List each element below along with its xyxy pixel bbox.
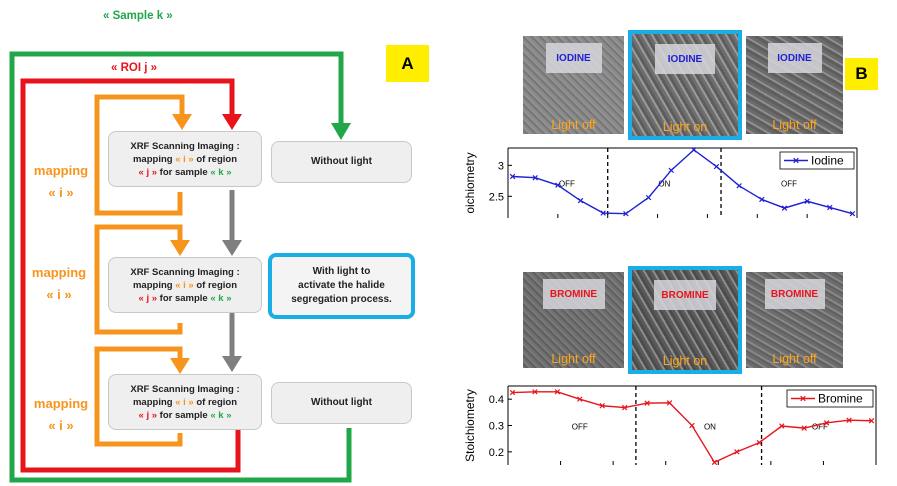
data-point — [801, 425, 807, 431]
data-point — [691, 147, 697, 153]
data-point — [623, 210, 629, 217]
iodine-image-on: IODINE Light on — [628, 30, 742, 140]
data-point — [555, 182, 561, 188]
workflow-arrows — [9, 51, 352, 483]
roi-loop-arrowhead — [222, 114, 242, 130]
data-point — [779, 423, 785, 429]
iodine-image-off-1: IODINE Light off — [523, 36, 624, 134]
data-point — [509, 173, 516, 180]
sample-loop-arrowhead — [331, 123, 351, 140]
y-tick-label: 0.4 — [489, 394, 504, 406]
mapping-loop-1-line — [94, 94, 185, 216]
roi-loop-label: « ROI j » — [111, 62, 158, 74]
y-tick-label: 0.3 — [489, 421, 504, 433]
mapping-loop-3-line — [94, 346, 183, 447]
bromine-image-off-1: BROMINE Light off — [523, 272, 624, 368]
data-point — [621, 404, 628, 411]
region-label: OFF — [559, 180, 575, 189]
data-point — [668, 167, 674, 174]
condition-without-light-2: Without light — [271, 382, 412, 424]
y-tick-label: 3 — [498, 160, 504, 172]
y-axis-label: oichiometry — [463, 152, 477, 213]
light-state-label: Light on — [662, 354, 708, 368]
data-point — [711, 459, 718, 466]
data-point — [599, 403, 605, 409]
data-point — [849, 210, 856, 217]
element-tag: IODINE — [767, 43, 822, 73]
data-point — [736, 183, 742, 189]
data-point — [827, 204, 833, 211]
data-point — [804, 198, 810, 204]
panel-a-badge: A — [386, 45, 429, 82]
data-point — [756, 439, 763, 446]
data-point — [509, 389, 516, 396]
mapping-loop-2-arrowhead — [170, 240, 190, 256]
y-tick-label: 0.2 — [489, 447, 504, 459]
data-point — [666, 400, 673, 406]
legend-marker — [793, 157, 799, 164]
light-state-label: Light off — [772, 118, 817, 132]
mapping-loop-2-line — [94, 224, 183, 335]
xrf-imaging-box-1: XRF Scanning Imaging : mapping « i » of … — [108, 131, 262, 187]
legend-box — [786, 389, 874, 408]
series-line — [512, 148, 853, 215]
data-point — [577, 396, 583, 402]
data-point — [532, 389, 538, 395]
light-state-label: Light off — [551, 352, 596, 366]
condition-with-light: With light to activate the halide segreg… — [268, 253, 415, 319]
light-state-label: Light off — [772, 352, 817, 366]
mapping-label-2: mapping « i » — [31, 265, 87, 302]
flow-arrowhead-2 — [222, 356, 242, 372]
data-point — [689, 422, 695, 429]
data-point — [554, 389, 561, 395]
xrf-imaging-box-2: XRF Scanning Imaging : mapping « i » of … — [108, 257, 262, 313]
region-label: ON — [658, 180, 670, 189]
data-point — [759, 196, 765, 203]
mapping-loop-1-arrowhead — [172, 114, 192, 130]
element-tag: BROMINE — [764, 279, 825, 309]
roi-loop-line — [20, 78, 241, 473]
light-state-label: Light on — [662, 120, 708, 134]
data-point — [645, 194, 652, 201]
light-state-label: Light off — [551, 118, 596, 132]
iodine-stoichiometry-chart: 2.5 3 oichiometry OFF ON OFF Iodine — [463, 147, 858, 218]
panel-b-badge: B — [845, 58, 878, 90]
legend-box — [779, 151, 855, 170]
region-label: OFF — [812, 422, 828, 431]
sample-loop-label: « Sample k » — [103, 10, 173, 22]
region-label: OFF — [572, 422, 588, 431]
data-point — [868, 418, 875, 424]
mapping-loop-3-arrowhead — [170, 358, 190, 374]
data-point — [734, 449, 740, 455]
y-axis-label: Stoichiometry — [463, 389, 477, 462]
element-tag: BROMINE — [542, 279, 605, 309]
data-point — [713, 163, 720, 170]
data-point — [532, 175, 538, 181]
xrf-imaging-box-3: XRF Scanning Imaging : mapping « i » of … — [108, 374, 262, 430]
element-tag: BROMINE — [654, 280, 716, 310]
mapping-label-1: mapping « i » — [33, 163, 89, 200]
iodine-image-off-2: IODINE Light off — [746, 36, 843, 134]
condition-without-light-1: Without light — [271, 141, 412, 183]
mapping-label-3: mapping « i » — [33, 396, 89, 433]
legend-marker — [800, 395, 806, 402]
bromine-image-on: BROMINE Light on — [628, 266, 742, 374]
region-label: ON — [704, 422, 716, 431]
bromine-image-off-2: BROMINE Light off — [746, 272, 843, 368]
data-point — [600, 210, 606, 216]
data-point — [781, 205, 788, 211]
y-tick-label: 2.5 — [489, 191, 504, 203]
element-tag: IODINE — [655, 44, 715, 74]
legend-label: Iodine — [811, 154, 844, 168]
element-tag: IODINE — [545, 43, 602, 73]
region-label: OFF — [781, 180, 797, 189]
data-point — [577, 197, 584, 204]
sample-loop-line — [9, 51, 352, 483]
data-point — [846, 417, 852, 423]
data-point — [823, 420, 830, 426]
data-point — [644, 400, 650, 406]
bromine-stoichiometry-chart: 0.2 0.3 0.4 Stoichiometry OFF ON OFF Bromine — [463, 385, 877, 466]
legend-label: Bromine — [818, 392, 863, 406]
flow-arrowhead-1 — [222, 240, 242, 256]
